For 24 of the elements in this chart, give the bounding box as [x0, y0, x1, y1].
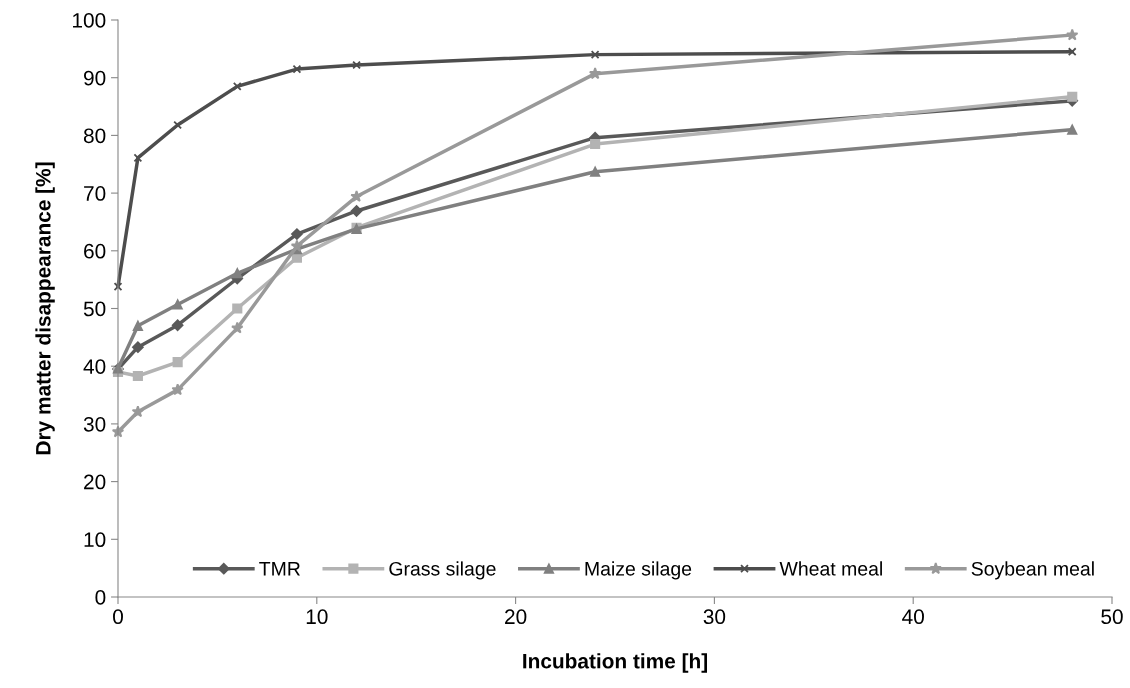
x-axis-title: Incubation time [h] — [523, 653, 707, 673]
y-tick-label: 20 — [84, 474, 106, 490]
legend-label: Maize silage — [585, 561, 692, 580]
y-tick-label: 50 — [83, 301, 106, 317]
y-tick-label: 90 — [84, 70, 106, 86]
legend-label: TMR — [259, 562, 300, 576]
y-tick-label: 80 — [83, 128, 106, 144]
x-tick-label: 40 — [902, 609, 924, 625]
x-tick-label: 0 — [113, 609, 123, 625]
x-tick-label: 50 — [1101, 609, 1123, 625]
y-tick-label: 60 — [84, 243, 106, 259]
x-tick-label: 20 — [505, 609, 527, 625]
y-tick-label: 10 — [84, 532, 106, 548]
y-tick-label: 30 — [83, 416, 106, 432]
legend-label: Wheat meal — [779, 561, 882, 576]
x-tick-label: 10 — [306, 609, 328, 625]
y-tick-label: 70 — [84, 186, 106, 201]
legend-label: Soybean meal — [971, 561, 1094, 580]
y-tick-label: 40 — [83, 359, 106, 374]
legend-label: Grass silage — [389, 561, 496, 580]
y-tick-label: 0 — [95, 590, 106, 605]
y-tick-label: 100 — [73, 13, 106, 28]
x-tick-label: 30 — [703, 609, 726, 625]
y-axis-title: Dry matter disappearance [%] — [35, 162, 55, 455]
